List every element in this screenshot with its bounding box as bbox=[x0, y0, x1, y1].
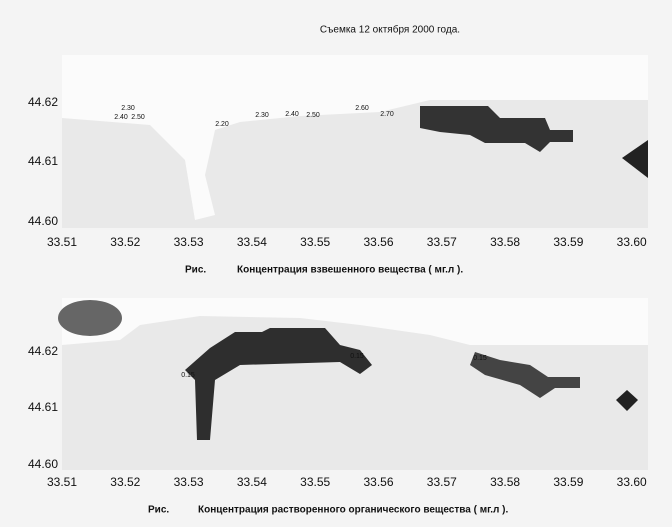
contour-label: 2.40 bbox=[285, 111, 299, 118]
page-title: Съемка 12 октября 2000 года. bbox=[320, 24, 460, 36]
contour-label: 0.15 bbox=[350, 353, 364, 360]
x-tick-label: 33.59 bbox=[553, 235, 583, 249]
map-1 bbox=[62, 55, 648, 228]
contour-label: 2.30 bbox=[255, 112, 269, 119]
caption-text: Концентрация взвешенного вещества ( мг.л… bbox=[237, 265, 463, 276]
contour-label: 2.70 bbox=[380, 111, 394, 118]
y-tick-label: 44.60 bbox=[28, 214, 58, 228]
x-tick-label: 33.52 bbox=[110, 475, 140, 489]
x-tick-label: 33.51 bbox=[47, 235, 77, 249]
contour-label: 0.15 bbox=[473, 355, 487, 362]
y-tick-label: 44.61 bbox=[28, 154, 58, 168]
dark-region bbox=[420, 106, 573, 152]
dark-region bbox=[58, 300, 122, 336]
caption-prefix: Рис. bbox=[148, 505, 169, 516]
dark-region bbox=[185, 328, 372, 440]
x-tick-label: 33.58 bbox=[490, 475, 520, 489]
x-tick-label: 33.58 bbox=[490, 235, 520, 249]
x-tick-label: 33.57 bbox=[427, 475, 457, 489]
contour-label: 2.20 bbox=[215, 121, 229, 128]
x-tick-label: 33.52 bbox=[110, 235, 140, 249]
x-tick-label: 33.51 bbox=[47, 475, 77, 489]
contour-label: 2.30 bbox=[121, 105, 135, 112]
y-tick-label: 44.61 bbox=[28, 400, 58, 414]
x-tick-label: 33.57 bbox=[427, 235, 457, 249]
contour-label: 2.50 bbox=[131, 114, 145, 121]
light-region bbox=[62, 298, 648, 345]
dark-region bbox=[622, 140, 648, 178]
x-tick-label: 33.53 bbox=[174, 475, 204, 489]
map-2 bbox=[58, 298, 648, 470]
x-tick-label: 33.56 bbox=[363, 475, 393, 489]
dark-region bbox=[470, 352, 580, 398]
x-tick-label: 33.60 bbox=[617, 235, 647, 249]
y-tick-label: 44.62 bbox=[28, 344, 58, 358]
x-tick-label: 33.56 bbox=[363, 235, 393, 249]
y-tick-label: 44.62 bbox=[28, 95, 58, 109]
caption-text: Концентрация растворенного органического… bbox=[198, 505, 509, 516]
x-tick-label: 33.54 bbox=[237, 235, 267, 249]
caption-prefix: Рис. bbox=[185, 265, 206, 276]
x-tick-label: 33.53 bbox=[174, 235, 204, 249]
x-tick-label: 33.60 bbox=[617, 475, 647, 489]
light-region bbox=[62, 55, 648, 220]
contour-label: 0.15 bbox=[181, 372, 195, 379]
x-tick-label: 33.59 bbox=[553, 475, 583, 489]
x-tick-label: 33.54 bbox=[237, 475, 267, 489]
y-tick-label: 44.60 bbox=[28, 457, 58, 471]
contour-label: 2.60 bbox=[355, 105, 369, 112]
x-tick-label: 33.55 bbox=[300, 235, 330, 249]
contour-label: 2.50 bbox=[306, 112, 320, 119]
contour-label: 2.40 bbox=[114, 114, 128, 121]
dark-region bbox=[616, 390, 638, 411]
x-tick-label: 33.55 bbox=[300, 475, 330, 489]
